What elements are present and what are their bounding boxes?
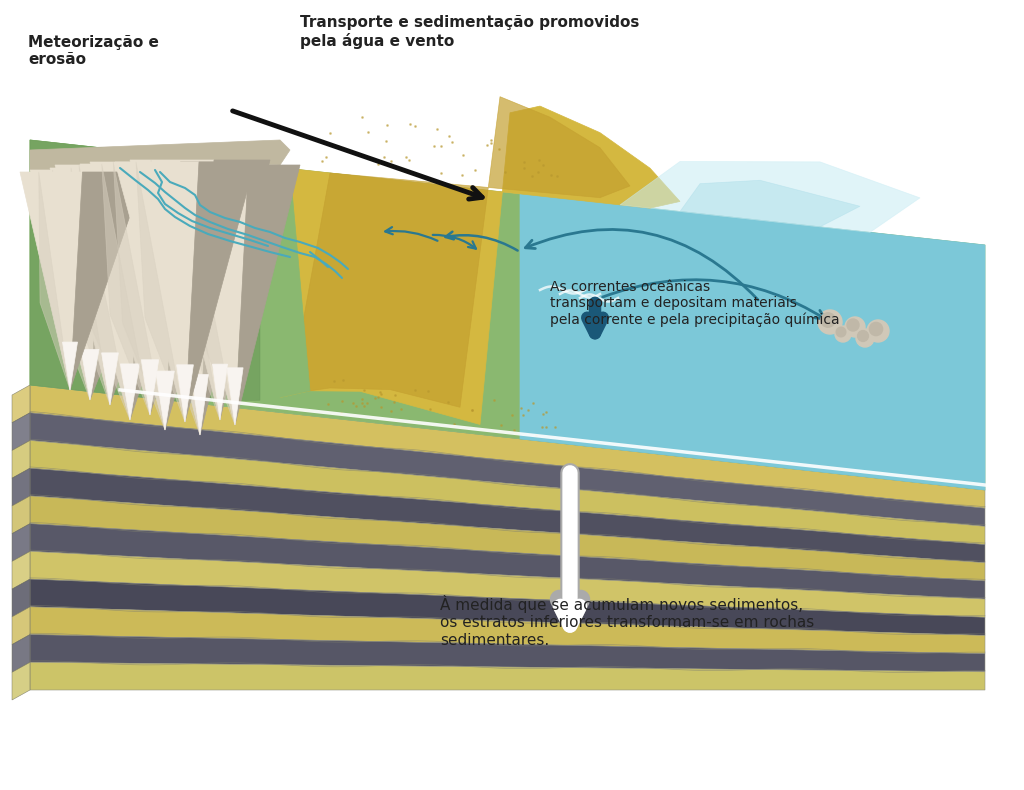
Polygon shape (12, 468, 30, 506)
Polygon shape (290, 96, 630, 408)
Polygon shape (130, 160, 214, 435)
Polygon shape (12, 385, 30, 423)
Polygon shape (680, 180, 860, 227)
Polygon shape (110, 168, 190, 405)
Polygon shape (90, 162, 180, 430)
Polygon shape (30, 524, 985, 599)
Polygon shape (114, 162, 165, 430)
Polygon shape (12, 634, 30, 672)
Polygon shape (141, 359, 159, 415)
Polygon shape (12, 662, 30, 700)
Polygon shape (220, 166, 280, 420)
Circle shape (835, 326, 851, 342)
Polygon shape (30, 170, 105, 400)
Polygon shape (52, 170, 90, 400)
Polygon shape (151, 160, 200, 435)
Text: Meteorização e
erosão: Meteorização e erosão (28, 35, 159, 67)
Polygon shape (174, 166, 220, 420)
Polygon shape (30, 607, 985, 653)
Polygon shape (227, 368, 243, 425)
Polygon shape (30, 662, 985, 690)
Circle shape (858, 330, 868, 341)
Polygon shape (12, 441, 30, 478)
Polygon shape (30, 496, 985, 581)
Polygon shape (165, 165, 249, 425)
Polygon shape (176, 365, 194, 422)
Polygon shape (191, 374, 209, 435)
Polygon shape (12, 551, 30, 589)
Polygon shape (30, 140, 260, 401)
Polygon shape (121, 364, 139, 420)
Polygon shape (39, 172, 70, 390)
Polygon shape (155, 166, 232, 420)
Polygon shape (80, 164, 165, 415)
Polygon shape (30, 140, 310, 399)
Polygon shape (130, 165, 215, 420)
Polygon shape (620, 161, 920, 232)
Text: À medida que se acumulam novos sedimentos,
os estratos inferiores transformam-se: À medida que se acumulam novos sedimento… (440, 595, 814, 648)
Polygon shape (71, 168, 110, 405)
Polygon shape (115, 162, 199, 422)
Polygon shape (30, 441, 985, 544)
Text: Transporte e sedimentação promovidos
pela água e vento: Transporte e sedimentação promovidos pel… (300, 15, 639, 49)
Circle shape (821, 313, 836, 327)
Circle shape (845, 317, 865, 337)
Polygon shape (20, 172, 83, 390)
Polygon shape (165, 162, 245, 430)
Polygon shape (70, 172, 145, 390)
Polygon shape (12, 579, 30, 617)
Circle shape (847, 319, 859, 331)
Polygon shape (30, 468, 985, 562)
Polygon shape (136, 162, 185, 422)
Polygon shape (12, 607, 30, 645)
Polygon shape (280, 106, 680, 424)
Text: As correntes oceânicas
transportam e depositam materiais
pela corrente e pela pr: As correntes oceânicas transportam e dep… (550, 280, 840, 327)
Polygon shape (55, 165, 146, 420)
Polygon shape (200, 160, 270, 435)
Polygon shape (30, 412, 985, 526)
Circle shape (869, 322, 883, 336)
Polygon shape (150, 164, 225, 415)
Polygon shape (520, 194, 985, 490)
Polygon shape (30, 140, 290, 170)
Circle shape (818, 310, 842, 334)
Polygon shape (101, 164, 150, 415)
Polygon shape (30, 140, 985, 490)
Polygon shape (79, 165, 130, 420)
Polygon shape (30, 551, 985, 617)
Polygon shape (30, 385, 985, 508)
Polygon shape (62, 342, 78, 390)
Polygon shape (213, 364, 227, 420)
Polygon shape (185, 165, 234, 425)
Polygon shape (185, 162, 255, 422)
Polygon shape (156, 371, 174, 430)
Polygon shape (12, 496, 30, 533)
Polygon shape (12, 412, 30, 450)
Polygon shape (81, 349, 99, 400)
Polygon shape (30, 634, 985, 672)
Polygon shape (30, 579, 985, 635)
Polygon shape (101, 353, 119, 405)
Polygon shape (12, 524, 30, 562)
Circle shape (837, 327, 846, 337)
Polygon shape (234, 165, 300, 425)
Circle shape (867, 320, 889, 342)
Circle shape (856, 329, 874, 347)
Polygon shape (90, 170, 180, 400)
Polygon shape (50, 168, 124, 405)
